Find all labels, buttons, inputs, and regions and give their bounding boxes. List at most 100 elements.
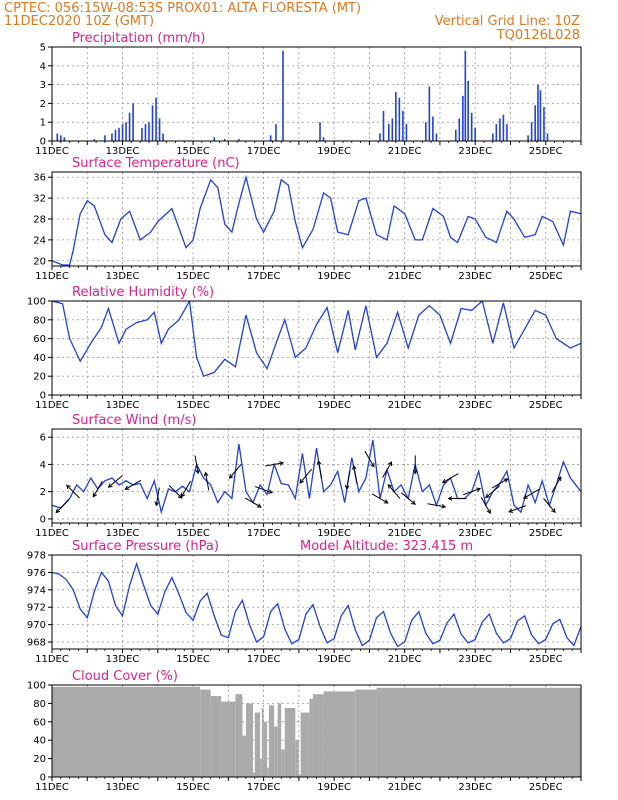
precip-bar <box>275 124 277 141</box>
wind-arrow-shaft <box>181 480 191 497</box>
cloud-date-label: 23DEC <box>458 782 492 793</box>
precip-bar <box>470 112 473 141</box>
cloud-bar <box>263 721 268 777</box>
humidity-date-label: 25DEC <box>529 400 563 411</box>
temperature-date-label: 13DEC <box>106 271 140 282</box>
cloud-bar <box>261 708 264 777</box>
precip-bar <box>527 135 529 141</box>
precip-bar <box>499 118 501 141</box>
wind-arrow <box>203 471 210 491</box>
precip-bar <box>425 122 427 141</box>
pressure-ytick-label: 978 <box>27 551 46 562</box>
cloud-bar <box>267 767 269 777</box>
wind-arrow-shaft <box>491 478 508 489</box>
precip-bar <box>428 86 431 141</box>
wind-arrow-head <box>351 464 357 470</box>
precip-ytick-label: 5 <box>40 43 46 54</box>
humidity-plot-area <box>52 301 581 395</box>
precip-bar <box>144 124 147 141</box>
precip-bar <box>539 90 542 141</box>
precip-date-label: 15DEC <box>176 146 210 157</box>
pressure-plot-area <box>52 555 581 649</box>
humidity-date-label: 21DEC <box>388 400 422 411</box>
wind-arrow-shaft <box>485 485 501 498</box>
wind-arrow-head <box>476 487 482 492</box>
wind-arrow-head <box>316 459 322 465</box>
header-model-id: TQ0126L028 <box>496 28 580 43</box>
wind-arrow <box>124 479 142 490</box>
pressure-altitude: Model Altitude: 323.415 m <box>300 539 473 554</box>
pressure-date-label: 13DEC <box>106 654 140 665</box>
wind-arrow-head <box>441 503 447 509</box>
panels: Precipitation (mm/h) 0 1 2 3 4 5 11DEC 13DEC 15DE… <box>27 31 582 793</box>
cloud-ytick-label: 60 <box>33 717 46 728</box>
wind-arrow <box>480 497 491 514</box>
cloud-date-label: 13DEC <box>106 782 140 793</box>
wind-arrow <box>508 505 527 513</box>
cloud-ytick-label: 20 <box>33 754 46 765</box>
cloud-bar <box>274 726 278 777</box>
wind-arrow-head <box>228 474 234 479</box>
wind-arrow-head <box>486 509 491 514</box>
precip-bar <box>387 124 390 141</box>
wind-date-label: 11DEC <box>35 528 69 539</box>
wind-arrow-shaft <box>427 503 446 508</box>
wind-arrow-head <box>522 494 528 499</box>
wind-ytick-label: 6 <box>40 433 46 444</box>
wind-arrow <box>485 485 501 499</box>
wind-arrow-head <box>447 496 453 501</box>
wind-arrow-head <box>124 485 130 490</box>
temperature-date-label: 21DEC <box>388 271 422 282</box>
wind-date-label: 25DEC <box>529 528 563 539</box>
cloud-ytick-label: 100 <box>27 681 46 692</box>
cloud-bar <box>268 705 275 777</box>
precip-bar <box>435 133 438 141</box>
temperature-date-label: 23DEC <box>458 271 492 282</box>
wind-arrow-shaft <box>205 472 210 491</box>
header-run-time: 11DEC2020 10Z (GMT) <box>4 14 154 29</box>
cloud-ytick-label: 40 <box>33 736 46 747</box>
wind-plot-area <box>52 429 581 523</box>
pressure-ytick-label: 974 <box>27 585 46 596</box>
precip-date-label: 11DEC <box>35 146 69 157</box>
precip-bar <box>467 80 469 141</box>
temperature-date-label: 25DEC <box>529 271 563 282</box>
wind-arrow <box>244 497 262 508</box>
precip-bar <box>125 122 127 141</box>
humidity-date-label: 11DEC <box>35 400 69 411</box>
cloud-bar <box>200 689 211 777</box>
wind-arrow-shaft <box>364 450 375 468</box>
precip-bar <box>405 124 408 141</box>
wind-ytick-label: 0 <box>40 514 46 525</box>
precip-bar <box>224 139 226 141</box>
wind-arrow-shaft <box>299 468 313 484</box>
temperature-title: Surface Temperature (nC) <box>72 156 240 171</box>
wind-date-label: 21DEC <box>388 528 422 539</box>
cloud-bar <box>253 772 255 777</box>
precip-ytick-label: 4 <box>40 61 46 72</box>
precip-bar <box>546 133 549 141</box>
precip-bar <box>213 137 216 141</box>
wind-arrow-shaft <box>508 505 527 513</box>
wind-arrow-shaft <box>463 488 481 496</box>
precip-panel: Precipitation (mm/h) 0 1 2 3 4 5 11DEC 13DEC 15DE… <box>35 31 582 157</box>
wind-ytick-label: 2 <box>40 487 46 498</box>
precip-date-label: 23DEC <box>458 146 492 157</box>
wind-arrow-head <box>256 503 262 508</box>
wind-arrow-shaft <box>125 479 142 490</box>
temperature-date-label: 19DEC <box>317 271 351 282</box>
wind-date-label: 17DEC <box>247 528 281 539</box>
precip-bar <box>379 133 381 141</box>
wind-arrow-head <box>508 508 514 513</box>
precip-bar <box>158 118 161 141</box>
pressure-date-label: 21DEC <box>388 654 422 665</box>
wind-arrow <box>371 493 389 504</box>
wind-arrow-shaft <box>66 484 80 499</box>
pressure-ytick-label: 972 <box>27 603 46 614</box>
precip-bar <box>148 122 150 141</box>
wind-title: Surface Wind (m/s) <box>72 413 196 428</box>
humidity-ytick-label: 20 <box>33 372 46 383</box>
header-station: CPTEC: 056:15W-08:53S PROX01: ALTA FLORE… <box>4 1 361 16</box>
cloud-bar <box>242 735 246 777</box>
precip-ytick-label: 3 <box>40 80 46 91</box>
